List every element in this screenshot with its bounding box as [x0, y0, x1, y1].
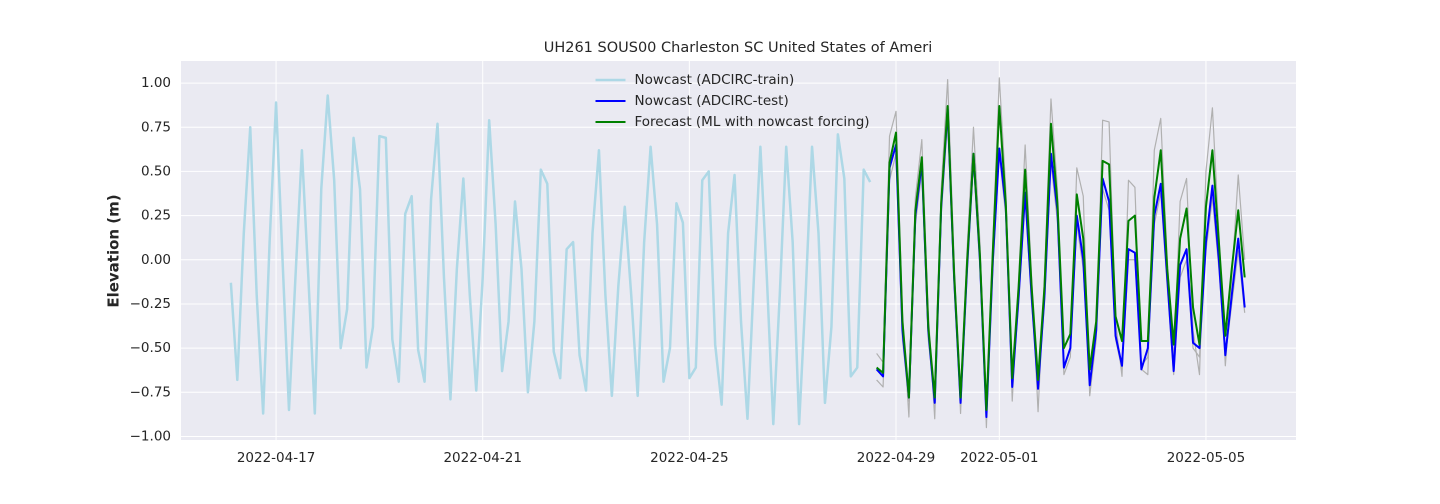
y-tick-label: 0.00 — [141, 252, 171, 268]
legend-label: Nowcast (ADCIRC-train) — [635, 72, 795, 88]
y-tick-label: −0.75 — [130, 384, 171, 400]
x-tick-label: 2022-04-25 — [650, 450, 728, 466]
y-tick-label: 0.25 — [141, 208, 171, 224]
x-tick-label: 2022-05-05 — [1167, 450, 1245, 466]
y-tick-label: 0.50 — [141, 163, 171, 179]
y-tick-label: 0.75 — [141, 119, 171, 135]
chart-title: UH261 SOUS00 Charleston SC United States… — [544, 40, 933, 56]
data-line — [229, 94, 872, 426]
y-tick-label: −0.50 — [130, 340, 171, 356]
x-tick-label: 2022-05-01 — [960, 450, 1038, 466]
legend-label: Nowcast (ADCIRC-test) — [635, 93, 789, 109]
data-line — [875, 105, 1246, 411]
x-tick-label: 2022-04-29 — [857, 450, 935, 466]
y-axis-label: Elevation (m) — [105, 194, 123, 307]
y-tick-label: −1.00 — [130, 428, 171, 444]
x-tick-label: 2022-04-21 — [443, 450, 521, 466]
x-tick-label: 2022-04-17 — [237, 450, 315, 466]
legend-label: Forecast (ML with nowcast forcing) — [635, 114, 870, 130]
y-tick-label: −0.25 — [130, 296, 171, 312]
y-tick-label: 1.00 — [141, 75, 171, 91]
